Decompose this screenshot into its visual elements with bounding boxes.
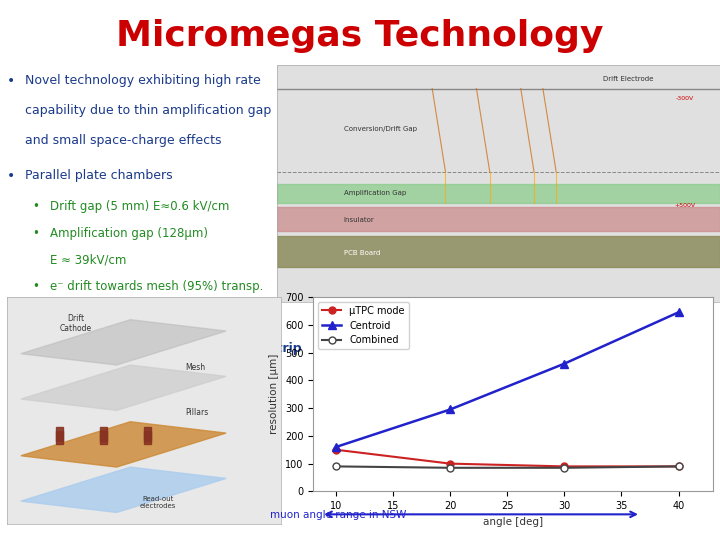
Text: Read-out
electrodes: Read-out electrodes	[140, 496, 176, 509]
Text: capability due to thin amplification gap: capability due to thin amplification gap	[25, 104, 271, 117]
Bar	[100, 431, 107, 444]
Text: Gas mixture, Ar+7% CO₂, gain ~10⁴: Gas mixture, Ar+7% CO₂, gain ~10⁴	[50, 308, 264, 321]
Combined	[446, 464, 454, 471]
Text: PCB Board: PCB Board	[343, 250, 380, 256]
Text: Novel technology exhibiting high rate: Novel technology exhibiting high rate	[25, 74, 261, 87]
Text: e⁻ drift towards mesh (95%) transp.: e⁻ drift towards mesh (95%) transp.	[50, 280, 264, 293]
Line: μTPC mode: μTPC mode	[333, 446, 682, 470]
Bar	[277, 236, 720, 267]
Bar	[277, 207, 720, 231]
Combined	[674, 463, 683, 470]
Line: Centroid: Centroid	[332, 308, 683, 451]
Text: Drift
Cathode: Drift Cathode	[60, 314, 91, 333]
Combined	[332, 463, 341, 470]
μTPC mode	[674, 463, 683, 470]
Line: Combined: Combined	[333, 463, 682, 471]
Text: Drift gap (5 mm) E≈0.6 kV/cm: Drift gap (5 mm) E≈0.6 kV/cm	[50, 200, 230, 213]
Centroid	[446, 406, 454, 413]
Text: •: •	[32, 200, 40, 213]
Centroid	[332, 444, 341, 450]
Bar	[144, 431, 151, 444]
Text: muon angle range in NSW: muon angle range in NSW	[270, 510, 407, 521]
Text: Mesh: Mesh	[185, 362, 205, 372]
Bar	[144, 428, 151, 441]
Combined	[560, 464, 569, 471]
Text: E ≈ 39kV/cm: E ≈ 39kV/cm	[50, 253, 127, 266]
Text: Insulator: Insulator	[343, 217, 374, 222]
Text: •: •	[7, 169, 15, 183]
Polygon shape	[21, 320, 226, 365]
Text: •: •	[32, 308, 40, 321]
Text: •: •	[32, 227, 40, 240]
Text: Pillars: Pillars	[185, 408, 208, 417]
Text: +500V: +500V	[674, 204, 695, 208]
X-axis label: angle [deg]: angle [deg]	[483, 517, 543, 526]
Bar	[277, 184, 720, 202]
Text: layer, 5-20 MOhm/cm: layer, 5-20 MOhm/cm	[25, 373, 173, 386]
μTPC mode	[446, 461, 454, 467]
Text: •: •	[7, 342, 16, 356]
Text: Parallel plate chambers: Parallel plate chambers	[25, 169, 173, 182]
Text: -300V: -300V	[675, 97, 693, 102]
Polygon shape	[21, 422, 226, 467]
Text: Spark tolerant by adding resistive strip: Spark tolerant by adding resistive strip	[25, 342, 302, 355]
Centroid	[674, 309, 683, 315]
Bar	[56, 431, 63, 444]
Bar	[100, 428, 107, 441]
μTPC mode	[332, 447, 341, 453]
Text: Amplification gap (128μm): Amplification gap (128μm)	[50, 227, 208, 240]
Centroid	[560, 360, 569, 367]
Text: •: •	[7, 74, 15, 88]
μTPC mode	[560, 463, 569, 470]
Text: •: •	[32, 280, 40, 293]
Text: Conversion/Drift Gap: Conversion/Drift Gap	[343, 126, 417, 132]
Polygon shape	[21, 467, 226, 512]
Polygon shape	[21, 365, 226, 410]
Text: Amplification Gap: Amplification Gap	[343, 191, 406, 197]
Text: Micromegas Technology: Micromegas Technology	[117, 19, 603, 52]
Bar	[56, 428, 63, 441]
Text: Drift Electrode: Drift Electrode	[603, 77, 654, 83]
Legend: μTPC mode, Centroid, Combined: μTPC mode, Centroid, Combined	[318, 302, 408, 349]
Text: and small space-charge effects: and small space-charge effects	[25, 134, 222, 147]
Y-axis label: resolution [μm]: resolution [μm]	[269, 354, 279, 434]
